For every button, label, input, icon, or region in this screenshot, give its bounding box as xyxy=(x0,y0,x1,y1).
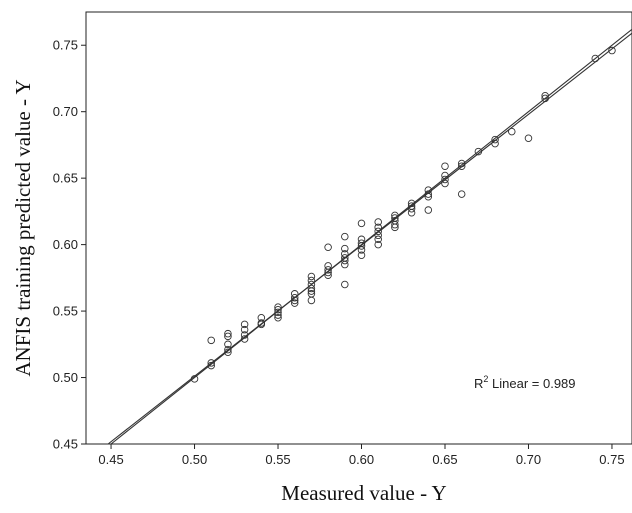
x-tick-label: 0.60 xyxy=(349,452,374,467)
data-point xyxy=(207,359,215,367)
fit-line-1 xyxy=(110,28,632,445)
data-point xyxy=(407,199,416,208)
data-point xyxy=(207,336,215,345)
data-point xyxy=(407,204,416,213)
data-point xyxy=(274,303,282,311)
data-point xyxy=(391,220,399,229)
data-point xyxy=(290,296,299,305)
y-tick-label: 0.50 xyxy=(53,370,78,385)
data-point xyxy=(474,147,483,156)
y-tick-label: 0.70 xyxy=(53,104,78,119)
data-point xyxy=(608,46,616,55)
data-point xyxy=(240,320,249,329)
data-point xyxy=(374,218,382,226)
x-tick-label: 0.50 xyxy=(182,452,207,467)
y-tick-label: 0.55 xyxy=(53,304,78,319)
data-point xyxy=(290,294,299,302)
data-point xyxy=(307,276,316,285)
data-point xyxy=(324,271,332,279)
data-point xyxy=(341,280,349,289)
data-point xyxy=(257,320,266,329)
data-point xyxy=(424,193,433,201)
r-squared-prefix: R xyxy=(474,376,483,391)
data-point xyxy=(407,208,416,217)
data-point xyxy=(391,211,399,220)
y-tick-label: 0.65 xyxy=(53,171,78,186)
data-point xyxy=(424,190,433,198)
data-point xyxy=(274,308,282,317)
data-point xyxy=(324,243,332,252)
data-point xyxy=(307,272,316,281)
data-point xyxy=(240,331,249,339)
data-point xyxy=(307,296,316,305)
data-point xyxy=(441,171,449,180)
data-point xyxy=(441,162,449,170)
data-point xyxy=(341,244,349,253)
data-point xyxy=(307,287,316,295)
data-point xyxy=(357,246,366,254)
data-point xyxy=(491,139,499,148)
data-point xyxy=(524,134,533,143)
data-points xyxy=(190,46,616,383)
data-point xyxy=(274,311,282,319)
data-point xyxy=(207,361,215,370)
data-point xyxy=(224,340,232,349)
data-point xyxy=(457,159,466,168)
data-point xyxy=(457,162,466,170)
data-point xyxy=(274,305,282,314)
r-squared-value: Linear = 0.989 xyxy=(488,376,575,391)
data-point xyxy=(274,313,282,322)
data-point xyxy=(240,325,249,334)
data-point xyxy=(240,335,249,343)
data-point xyxy=(441,175,449,184)
data-point xyxy=(374,235,382,244)
data-point xyxy=(224,332,232,341)
y-tick-label: 0.45 xyxy=(53,437,78,452)
x-tick-label: 0.65 xyxy=(432,452,457,467)
x-tick-label: 0.45 xyxy=(98,452,123,467)
data-point xyxy=(374,231,382,240)
data-point xyxy=(541,94,549,103)
data-point xyxy=(491,135,499,144)
data-point xyxy=(391,223,399,232)
y-tick-label: 0.75 xyxy=(53,38,78,53)
data-point xyxy=(357,251,366,259)
x-tick-label: 0.70 xyxy=(516,452,541,467)
data-point xyxy=(290,299,299,307)
plot-area xyxy=(85,11,632,445)
r-squared-annotation: R2 Linear = 0.989 xyxy=(474,374,576,391)
data-point xyxy=(341,256,349,265)
data-point xyxy=(324,266,332,274)
data-point xyxy=(591,54,600,63)
data-point xyxy=(357,219,366,228)
data-point xyxy=(441,179,449,188)
x-axis-title: Measured value - Y xyxy=(281,481,446,505)
data-point xyxy=(357,242,366,250)
x-tick-label: 0.55 xyxy=(265,452,290,467)
data-point xyxy=(190,375,199,383)
x-axis: 0.45 0.50 0.55 0.60 0.65 0.70 0.75 xyxy=(98,444,625,467)
y-tick-label: 0.60 xyxy=(53,237,78,252)
data-point xyxy=(341,232,349,241)
r-squared-superscript: 2 xyxy=(483,374,488,384)
data-point xyxy=(374,223,382,232)
data-point xyxy=(374,227,382,236)
data-point xyxy=(224,345,232,354)
data-point xyxy=(374,240,382,249)
data-point xyxy=(224,329,232,338)
x-tick-label: 0.75 xyxy=(599,452,624,467)
data-point xyxy=(457,190,466,198)
data-point xyxy=(341,260,349,269)
y-axis-title: ANFIS training predicted value - Y xyxy=(11,79,35,376)
data-point xyxy=(508,127,516,136)
data-point xyxy=(224,348,232,357)
data-point xyxy=(424,206,433,214)
y-axis: 0.45 0.50 0.55 0.60 0.65 0.70 0.75 xyxy=(53,38,86,452)
data-point xyxy=(324,268,332,277)
data-point xyxy=(307,284,316,293)
data-point xyxy=(541,91,549,100)
